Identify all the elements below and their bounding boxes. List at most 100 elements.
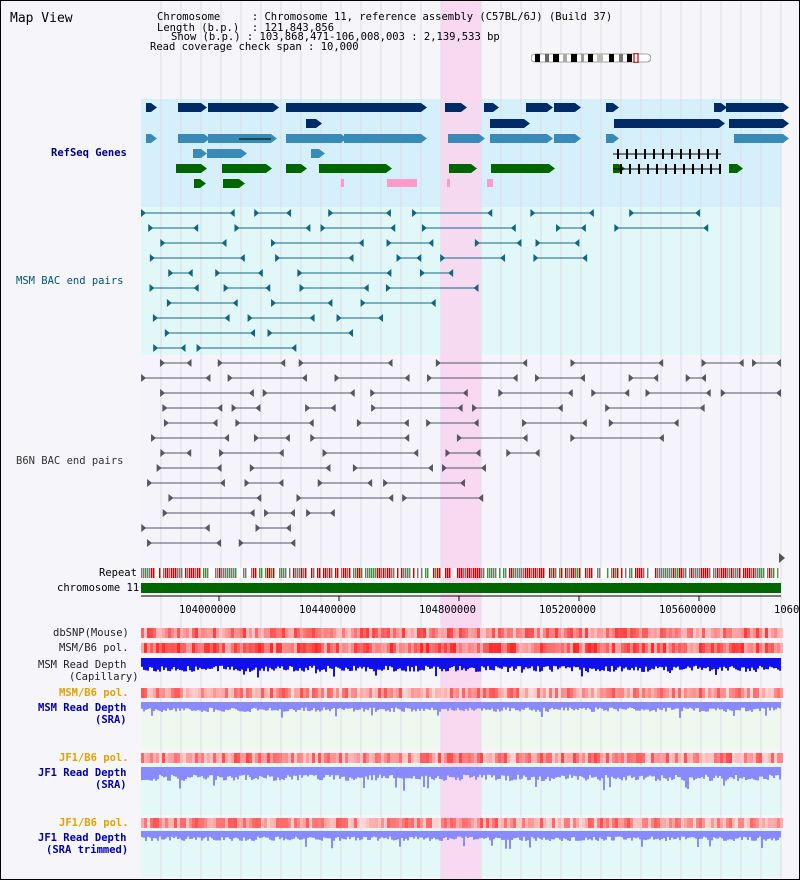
read-depth-bar bbox=[239, 658, 241, 672]
read-depth-bar bbox=[279, 702, 281, 710]
read-depth-bar bbox=[243, 702, 245, 712]
polymorphism-cell bbox=[744, 818, 747, 828]
polymorphism-cell bbox=[639, 818, 642, 828]
polymorphism-cell bbox=[759, 643, 762, 653]
repeat-element bbox=[399, 568, 401, 578]
track-label-msm-depth-cap[interactable]: MSM Read Depth bbox=[38, 659, 127, 671]
read-depth-bar bbox=[511, 658, 513, 667]
polymorphism-cell bbox=[519, 753, 522, 763]
read-depth-bar bbox=[443, 831, 445, 838]
repeat-element bbox=[183, 568, 185, 578]
track-label-refseq-genes[interactable]: RefSeq Genes bbox=[51, 147, 127, 159]
polymorphism-cell bbox=[492, 688, 495, 698]
repeat-element bbox=[547, 568, 549, 578]
repeat-element bbox=[755, 568, 757, 578]
read-depth-bar bbox=[723, 831, 725, 841]
read-depth-bar bbox=[309, 767, 311, 775]
read-depth-bar bbox=[287, 658, 289, 670]
read-depth-bar bbox=[649, 658, 651, 671]
polymorphism-cell bbox=[267, 643, 270, 653]
polymorphism-cell bbox=[165, 628, 168, 638]
read-depth-bar bbox=[659, 831, 661, 841]
read-depth-bar bbox=[479, 702, 481, 709]
read-depth-bar bbox=[179, 702, 181, 711]
repeat-element bbox=[717, 568, 719, 578]
read-depth-bar bbox=[399, 767, 401, 779]
read-depth-bar bbox=[239, 702, 241, 712]
polymorphism-cell bbox=[711, 628, 714, 638]
read-depth-bar bbox=[329, 767, 331, 777]
read-depth-bar bbox=[449, 767, 451, 778]
polymorphism-cell bbox=[549, 818, 552, 828]
read-depth-bar bbox=[263, 767, 265, 778]
polymorphism-cell bbox=[702, 818, 705, 828]
track-label-jf1-b6-pol-2[interactable]: JF1/B6 pol. bbox=[59, 817, 129, 829]
read-depth-bar bbox=[663, 658, 665, 671]
polymorphism-cell bbox=[576, 643, 579, 653]
polymorphism-cell bbox=[765, 688, 768, 698]
polymorphism-cell bbox=[369, 643, 372, 653]
polymorphism-cell bbox=[570, 628, 573, 638]
read-depth-bar bbox=[587, 831, 589, 840]
track-label-dbsnp[interactable]: dbSNP(Mouse) bbox=[53, 627, 129, 639]
track-label-msm-b6-pol-2[interactable]: MSM/B6 pol. bbox=[59, 687, 129, 699]
read-depth-bar bbox=[193, 702, 195, 711]
read-depth-bar bbox=[657, 831, 659, 839]
polymorphism-cell bbox=[291, 628, 294, 638]
polymorphism-cell bbox=[174, 753, 177, 763]
bac-end-marker bbox=[325, 464, 331, 472]
bac-end-marker bbox=[291, 344, 297, 352]
polymorphism-cell bbox=[684, 818, 687, 828]
track-label-jf1-depth-trimmed[interactable]: JF1 Read Depth bbox=[38, 832, 127, 844]
polymorphism-cell bbox=[450, 688, 453, 698]
repeat-element bbox=[601, 568, 603, 578]
track-label-repeat[interactable]: Repeat bbox=[99, 567, 137, 579]
polymorphism-cell bbox=[372, 643, 375, 653]
read-depth-bar bbox=[245, 658, 247, 672]
polymorphism-cell bbox=[642, 628, 645, 638]
track-label-chromosome[interactable]: chromosome 11 bbox=[57, 582, 140, 594]
read-depth-bar bbox=[207, 658, 209, 669]
read-depth-bar bbox=[733, 767, 735, 780]
polymorphism-cell bbox=[660, 753, 663, 763]
repeat-element bbox=[351, 568, 353, 578]
read-depth-bar bbox=[161, 767, 163, 777]
track-label-msm-b6-pol-1[interactable]: MSM/B6 pol. bbox=[59, 642, 129, 654]
bac-end-marker bbox=[267, 329, 273, 337]
bac-end-marker bbox=[204, 524, 210, 532]
read-depth-bar bbox=[639, 831, 641, 840]
polymorphism-cell bbox=[420, 643, 423, 653]
chromosome-ideogram-icon[interactable] bbox=[531, 53, 651, 63]
read-depth-bar bbox=[267, 658, 269, 672]
read-depth-bar bbox=[427, 702, 429, 710]
track-label-msm-bac[interactable]: MSM BAC end pairs bbox=[16, 275, 124, 287]
track-label-b6n-bac[interactable]: B6N BAC end pairs bbox=[16, 455, 124, 467]
bac-end-marker bbox=[249, 464, 255, 472]
read-depth-bar bbox=[333, 767, 335, 780]
read-depth-bar bbox=[745, 702, 747, 712]
read-depth-bar bbox=[419, 702, 421, 711]
info-chromosome: Chromosome : Chromosome 11, reference as… bbox=[157, 11, 613, 23]
repeat-element bbox=[453, 568, 455, 578]
track-label-jf1-b6-pol-1[interactable]: JF1/B6 pol. bbox=[59, 752, 129, 764]
read-depth-bar bbox=[263, 702, 265, 710]
polymorphism-cell bbox=[219, 628, 222, 638]
read-depth-bar bbox=[175, 702, 177, 712]
polymorphism-cell bbox=[585, 643, 588, 653]
bac-end-marker bbox=[421, 224, 427, 232]
read-depth-bar bbox=[259, 831, 261, 839]
repeat-element bbox=[205, 568, 207, 578]
read-depth-bar bbox=[339, 658, 341, 669]
read-depth-bar bbox=[371, 767, 373, 781]
read-depth-bar bbox=[321, 658, 323, 670]
repeat-element bbox=[335, 568, 337, 578]
read-depth-bar bbox=[623, 658, 625, 669]
polymorphism-cell bbox=[234, 688, 237, 698]
track-label-jf1-depth[interactable]: JF1 Read Depth bbox=[38, 767, 127, 779]
track-label-msm-depth-sra[interactable]: MSM Read Depth bbox=[38, 702, 127, 714]
polymorphism-cell bbox=[558, 753, 561, 763]
read-depth-bar bbox=[705, 767, 707, 775]
read-depth-bar bbox=[565, 658, 567, 669]
polymorphism-cell bbox=[447, 643, 450, 653]
read-depth-bar bbox=[631, 831, 633, 841]
